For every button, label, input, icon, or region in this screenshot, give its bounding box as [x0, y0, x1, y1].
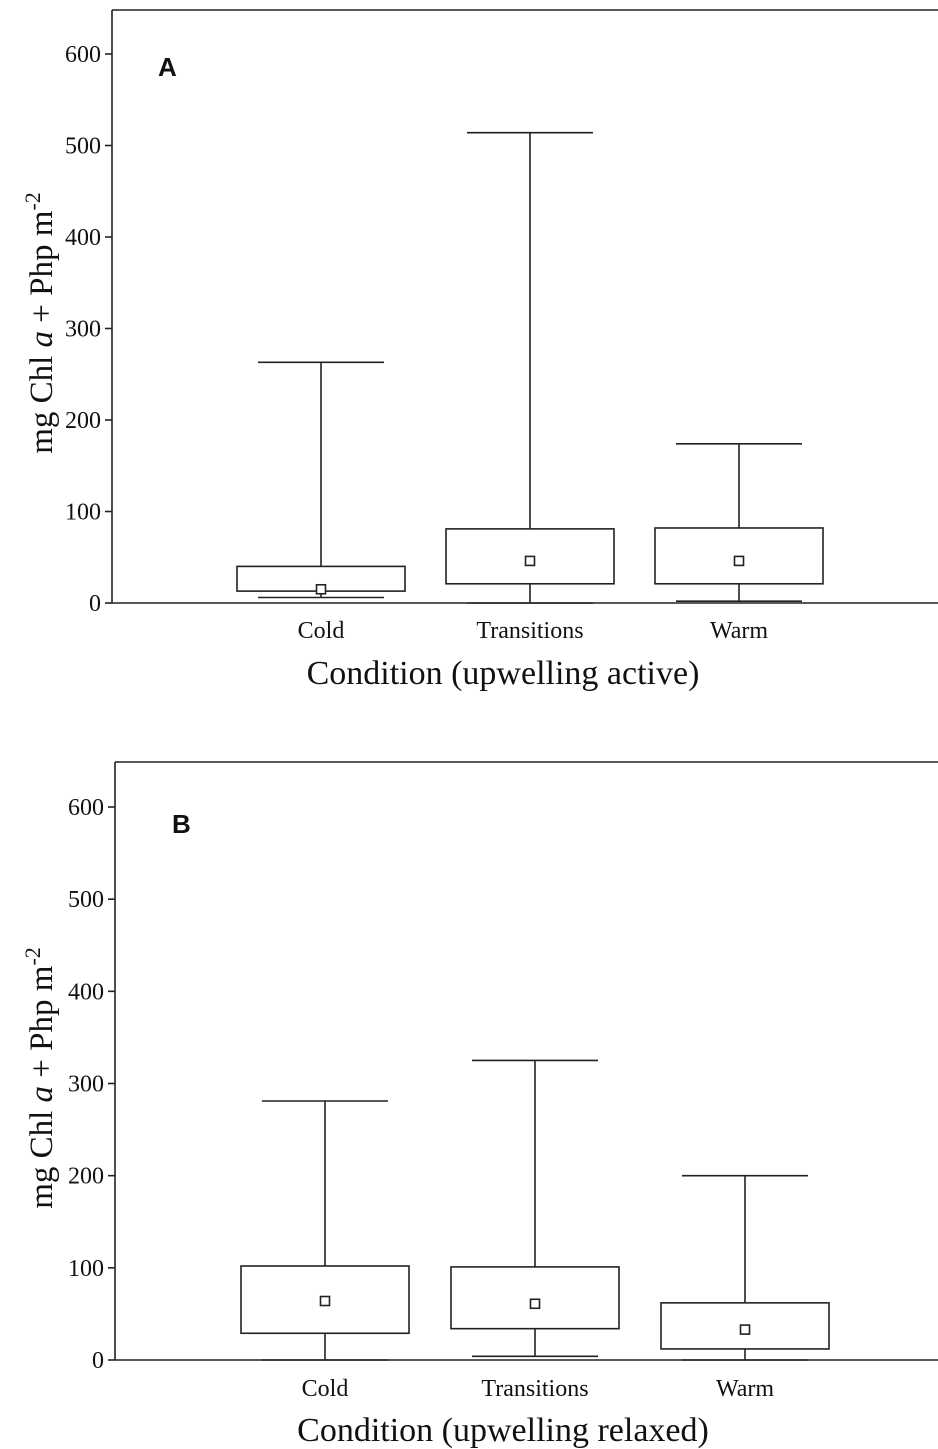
- y-tick-label: 0: [92, 1348, 104, 1374]
- y-tick-label: 200: [65, 408, 101, 434]
- x-category-label: Transitions: [476, 618, 583, 644]
- y-tick-label: 0: [89, 591, 101, 617]
- y-axis-title-middle: + Php m: [24, 965, 60, 1086]
- x-category-label: Cold: [298, 618, 345, 644]
- y-tick-label: 300: [65, 317, 101, 343]
- y-tick-label: 100: [65, 500, 101, 526]
- panel-a: 0 100 200 300 400 500 600 Amg Chl a + Php m-2 Co…: [20, 9, 938, 692]
- panel-letter: B: [172, 809, 191, 839]
- box-plot-cold: [240, 1100, 410, 1361]
- y-axis-title-middle: + Php m: [24, 210, 60, 331]
- interquartile-box: [450, 1266, 620, 1330]
- box-plot-warm: [660, 1174, 830, 1361]
- y-axis-title-italic: a: [24, 1086, 60, 1103]
- panel-letter: A: [158, 52, 177, 82]
- mean-marker: [529, 1298, 541, 1310]
- y-tick-label: 400: [68, 979, 104, 1005]
- y-tick-label: 500: [65, 134, 101, 160]
- x-axis-title: Condition (upwelling active): [307, 655, 700, 692]
- mean-marker: [739, 1324, 751, 1335]
- box-plot-transitions: [445, 131, 615, 604]
- x-category-label: Transitions: [481, 1376, 588, 1402]
- y-tick-label: 600: [65, 42, 101, 68]
- x-category-label: Warm: [716, 1376, 774, 1402]
- y-tick-label: 500: [68, 887, 104, 913]
- box-plot-cold: [236, 361, 406, 599]
- y-tick-label: 600: [68, 795, 104, 821]
- mean-marker: [733, 555, 745, 567]
- mean-marker: [315, 583, 327, 595]
- x-category-label: Warm: [710, 618, 768, 644]
- y-axis-title-superscript: -2: [20, 947, 45, 965]
- box-plot-transitions: [450, 1059, 620, 1358]
- mean-marker: [319, 1295, 331, 1307]
- y-tick-label: 300: [68, 1072, 104, 1098]
- y-axis-title-prefix: mg Chl: [24, 347, 60, 453]
- y-tick-label: 400: [65, 225, 101, 251]
- y-axis-title: mg Chl a + Php m-2: [20, 947, 60, 1209]
- y-axis-title: mg Chl a + Php m-2: [20, 192, 60, 454]
- panel-b: 0 100 200 300 400 500 600 Bmg Chl a + Php m-2 Co…: [20, 761, 938, 1449]
- y-axis-title-prefix: mg Chl: [24, 1102, 60, 1208]
- mean-marker: [524, 555, 536, 567]
- y-tick-label: 200: [68, 1164, 104, 1190]
- x-category-label: Cold: [302, 1376, 349, 1402]
- y-axis-title-italic: a: [24, 331, 60, 348]
- x-axis-title: Condition (upwelling relaxed): [297, 1412, 709, 1449]
- y-tick-label: 100: [68, 1256, 104, 1282]
- box-plot-warm: [654, 442, 824, 602]
- y-axis-title-superscript: -2: [20, 192, 45, 210]
